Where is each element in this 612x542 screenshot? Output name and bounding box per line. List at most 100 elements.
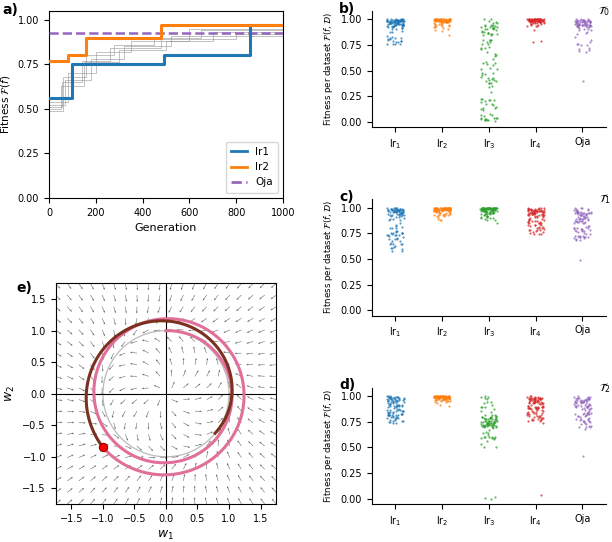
Point: [387, 397, 397, 405]
Point: [537, 402, 547, 410]
Point: [384, 393, 394, 402]
Point: [573, 394, 583, 403]
Point: [444, 22, 454, 30]
Point: [383, 205, 393, 214]
Point: [444, 397, 453, 405]
Point: [98, 443, 108, 451]
Point: [383, 392, 393, 401]
Point: [528, 15, 537, 24]
Point: [570, 397, 580, 405]
Point: [534, 15, 543, 24]
Point: [383, 407, 393, 416]
Point: [390, 15, 400, 24]
Point: [574, 47, 584, 55]
Point: [524, 215, 534, 223]
Point: [479, 204, 489, 213]
Point: [391, 411, 401, 420]
Point: [490, 411, 500, 420]
Point: [530, 209, 540, 217]
Point: [573, 23, 583, 31]
Point: [438, 395, 448, 403]
Point: [442, 204, 452, 212]
Point: [445, 16, 455, 25]
Point: [570, 398, 580, 406]
Point: [478, 421, 488, 429]
Point: [570, 226, 580, 235]
Point: [481, 204, 491, 213]
Point: [574, 20, 584, 29]
Point: [532, 226, 542, 235]
Point: [532, 392, 542, 401]
Point: [382, 410, 392, 419]
Point: [435, 392, 444, 401]
Point: [482, 416, 491, 425]
Point: [536, 395, 546, 404]
Point: [530, 403, 540, 411]
Point: [391, 398, 401, 407]
Point: [584, 22, 594, 30]
Point: [528, 415, 538, 424]
Point: [486, 79, 496, 87]
Point: [578, 21, 588, 30]
Point: [580, 227, 589, 236]
Point: [489, 24, 499, 33]
Point: [479, 27, 488, 36]
Point: [536, 398, 546, 407]
Point: [397, 21, 407, 30]
Point: [572, 22, 582, 31]
Point: [438, 393, 448, 402]
Point: [575, 233, 585, 242]
Point: [573, 214, 583, 223]
Point: [523, 409, 533, 418]
Point: [394, 37, 403, 46]
Point: [394, 393, 403, 402]
Point: [398, 21, 408, 29]
Point: [573, 231, 583, 240]
Point: [584, 406, 594, 415]
Point: [479, 111, 489, 120]
Point: [523, 206, 533, 215]
Point: [529, 398, 539, 406]
Point: [386, 229, 396, 237]
Point: [477, 422, 487, 430]
Point: [532, 207, 542, 215]
Point: [490, 52, 500, 61]
Point: [477, 203, 487, 212]
Point: [386, 238, 396, 247]
Point: [535, 15, 545, 24]
Point: [536, 400, 545, 409]
Point: [396, 33, 406, 42]
Point: [480, 494, 490, 502]
Point: [431, 16, 441, 24]
Point: [524, 404, 534, 412]
Point: [533, 403, 543, 412]
Point: [397, 20, 407, 29]
Point: [431, 22, 441, 31]
Point: [443, 204, 453, 212]
Point: [523, 409, 532, 418]
Point: [436, 18, 446, 27]
Point: [386, 392, 395, 401]
Point: [479, 399, 488, 408]
Point: [442, 393, 452, 402]
Point: [392, 231, 401, 240]
Point: [477, 403, 487, 411]
Point: [444, 203, 453, 212]
Point: [444, 17, 453, 25]
Point: [433, 207, 443, 215]
Point: [485, 96, 495, 105]
Point: [442, 204, 452, 213]
Point: [397, 15, 407, 24]
Point: [488, 209, 498, 217]
Point: [432, 399, 442, 408]
Point: [482, 213, 492, 222]
Point: [482, 422, 491, 431]
Point: [394, 207, 403, 215]
Point: [586, 422, 595, 431]
Point: [581, 47, 591, 56]
Point: [480, 115, 490, 124]
Point: [439, 203, 449, 212]
Point: [444, 205, 454, 214]
Point: [480, 209, 490, 218]
Point: [383, 397, 393, 405]
